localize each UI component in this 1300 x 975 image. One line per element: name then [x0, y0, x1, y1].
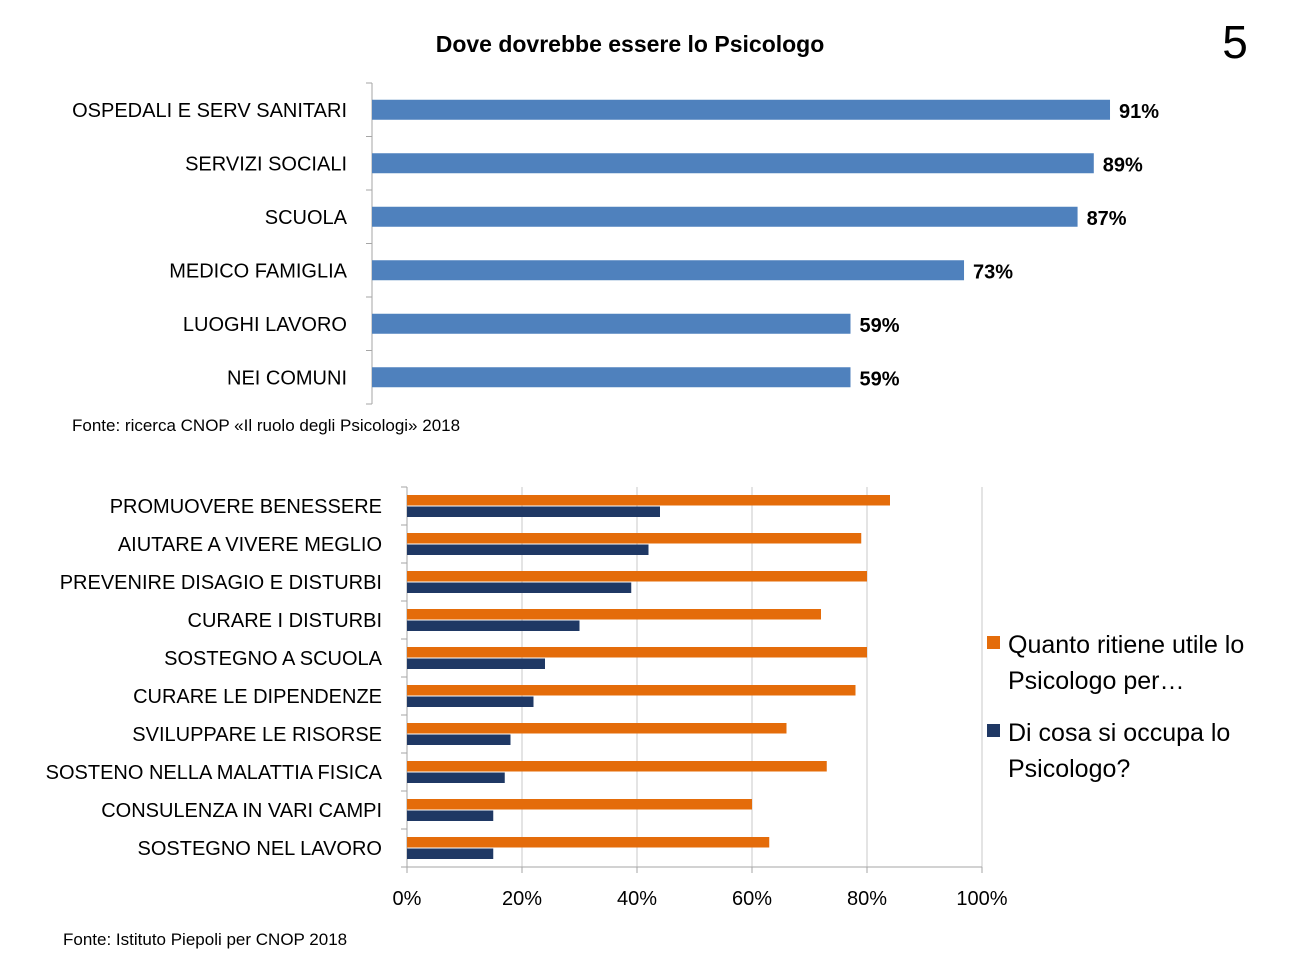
bottom-chart-x-tick-label: 40%	[617, 888, 657, 910]
top-chart-bar	[372, 313, 851, 334]
bottom-chart-category-label: AIUTARE A VIVERE MEGLIO	[118, 534, 382, 556]
bottom-chart-category-label: SOSTENO NELLA MALATTIA FISICA	[46, 762, 383, 784]
top-chart-title: Dove dovrebbe essere lo Psicologo	[436, 31, 825, 57]
bottom-chart-bar-occupies	[407, 544, 649, 555]
bottom-chart-bar-useful	[407, 761, 827, 772]
bottom-chart-category-label: CURARE LE DIPENDENZE	[133, 686, 382, 708]
bottom-chart-bar-useful	[407, 495, 890, 506]
bottom-chart-bar-useful	[407, 837, 770, 848]
slide-number: 5	[1222, 16, 1248, 68]
bottom-chart-bar-occupies	[407, 810, 494, 821]
legend-label: Quanto ritiene utile lo	[1008, 631, 1244, 659]
legend-label: Di cosa si occupa lo	[1008, 719, 1230, 747]
bottom-chart-bar-useful	[407, 533, 862, 544]
top-chart-data-label: 91%	[1119, 101, 1159, 123]
bottom-chart-x-tick-label: 80%	[847, 888, 887, 910]
legend-label: Psicologo?	[1008, 755, 1130, 783]
top-chart-source: Fonte: ricerca CNOP «Il ruolo degli Psic…	[72, 416, 460, 435]
bottom-chart-bar-occupies	[407, 506, 660, 517]
legend-swatch-occupies	[987, 724, 1000, 737]
top-chart-data-label: 59%	[859, 315, 899, 337]
bottom-chart-x-tick-label: 60%	[732, 888, 772, 910]
bottom-chart-category-label: SVILUPPARE LE RISORSE	[132, 724, 382, 746]
bottom-chart-bar-occupies	[407, 658, 545, 669]
bottom-chart-bar-occupies	[407, 848, 494, 859]
top-chart-category-label: SERVIZI SOCIALI	[185, 153, 347, 175]
legend-label: Psicologo per…	[1008, 667, 1184, 695]
bottom-chart-bar-useful	[407, 609, 821, 620]
bottom-chart-bar-occupies	[407, 772, 505, 783]
bottom-chart-category-label: CONSULENZA IN VARI CAMPI	[101, 800, 382, 822]
top-chart-category-label: SCUOLA	[265, 207, 348, 229]
bottom-chart-category-label: SOSTEGNO NEL LAVORO	[137, 838, 382, 860]
bottom-chart-bar-occupies	[407, 620, 580, 631]
top-chart-bar	[372, 367, 851, 388]
top-chart-bar	[372, 99, 1111, 120]
bottom-chart-bar-occupies	[407, 582, 632, 593]
bottom-chart-x-tick-label: 100%	[956, 888, 1007, 910]
top-chart-category-label: LUOGHI LAVORO	[183, 314, 347, 336]
bottom-chart-bar-useful	[407, 571, 867, 582]
bottom-chart-bar-useful	[407, 723, 787, 734]
bottom-chart-bar-useful	[407, 685, 856, 696]
bottom-chart-category-label: CURARE I DISTURBI	[188, 610, 382, 632]
bottom-chart-bar-useful	[407, 647, 867, 658]
top-chart-data-label: 89%	[1103, 154, 1143, 176]
bottom-chart-source: Fonte: Istituto Piepoli per CNOP 2018	[63, 930, 347, 949]
bottom-chart-category-label: PROMUOVERE BENESSERE	[110, 496, 382, 518]
bottom-chart-category-label: PREVENIRE DISAGIO E DISTURBI	[60, 572, 382, 594]
bottom-chart-bar-useful	[407, 799, 752, 810]
top-chart-bar	[372, 206, 1078, 227]
bottom-chart-x-tick-label: 20%	[502, 888, 542, 910]
top-chart-bar	[372, 153, 1094, 174]
top-chart-category-label: MEDICO FAMIGLIA	[169, 260, 347, 282]
bottom-chart-bar-occupies	[407, 696, 534, 707]
bottom-chart-x-tick-label: 0%	[393, 888, 422, 910]
top-chart-data-label: 73%	[973, 261, 1013, 283]
bottom-chart-bar-occupies	[407, 734, 511, 745]
bottom-chart-category-label: SOSTEGNO A SCUOLA	[164, 648, 383, 670]
top-chart-bar	[372, 260, 965, 281]
top-chart-data-label: 87%	[1087, 208, 1127, 230]
top-chart-category-label: OSPEDALI E SERV SANITARI	[72, 100, 347, 122]
top-chart-data-label: 59%	[859, 368, 899, 390]
legend-swatch-useful	[987, 636, 1000, 649]
top-chart-category-label: NEI COMUNI	[227, 367, 347, 389]
